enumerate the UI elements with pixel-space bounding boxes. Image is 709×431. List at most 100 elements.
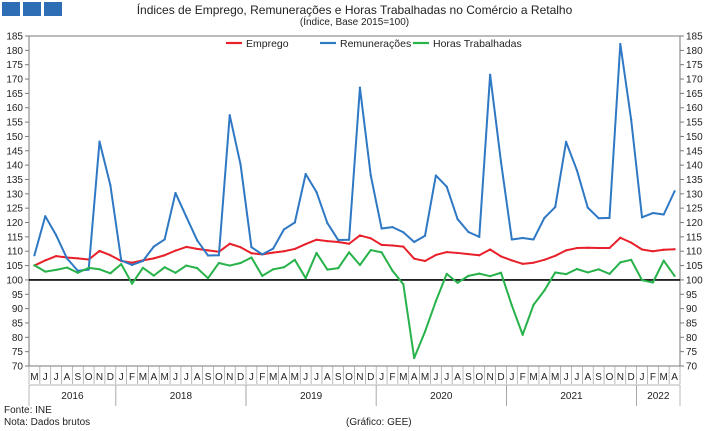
y-tick-label-left: 110 [7, 247, 23, 258]
data-point [423, 330, 427, 333]
y-tick-label-left: 95 [12, 290, 24, 301]
data-point [185, 215, 188, 218]
x-tick-label-month: J [119, 372, 124, 383]
data-point [261, 274, 264, 277]
x-tick-label-month: J [249, 372, 254, 383]
x-tick-label-month: A [64, 372, 71, 383]
data-point [206, 277, 210, 280]
y-tick-label-right: 125 [686, 204, 703, 215]
data-point [478, 272, 481, 275]
data-point [413, 257, 416, 260]
x-tick-label-month: D [367, 372, 374, 383]
y-tick-label-left: 160 [6, 103, 23, 114]
data-point [228, 264, 231, 267]
data-point [499, 271, 503, 274]
data-point [304, 277, 307, 280]
x-tick-label-month: D [237, 372, 244, 383]
x-tick-label-month: J [574, 372, 579, 383]
data-point [206, 254, 210, 257]
data-point [630, 118, 633, 121]
data-point [640, 279, 644, 282]
y-tick-label-left: 170 [6, 75, 23, 86]
data-point [337, 238, 340, 242]
data-point [196, 239, 199, 242]
data-point [391, 226, 394, 229]
data-point [521, 262, 524, 265]
brand-block [23, 2, 41, 16]
data-point [521, 333, 524, 336]
y-tick-label-right: 115 [686, 232, 702, 243]
x-tick-label-month: M [421, 372, 429, 383]
data-point [152, 257, 155, 260]
data-point [478, 254, 481, 257]
y-tick-label-right: 140 [686, 161, 703, 172]
data-point [239, 163, 242, 166]
data-point [228, 114, 231, 117]
data-point [174, 191, 177, 195]
data-point [141, 266, 145, 269]
data-point [662, 248, 665, 251]
y-tick-label-left: 130 [6, 189, 23, 200]
data-point [358, 263, 362, 267]
x-tick-label-month: J [433, 372, 438, 383]
y-tick-label-left: 155 [6, 118, 23, 129]
y-tick-label-right: 110 [686, 247, 702, 258]
x-tick-label-month: N [96, 372, 103, 383]
data-point [564, 140, 568, 143]
data-point [586, 271, 589, 274]
x-tick-label-month: M [399, 372, 407, 383]
data-point [499, 255, 503, 258]
data-point [358, 234, 362, 237]
data-point [434, 300, 437, 303]
data-point [640, 248, 644, 251]
data-point [282, 250, 286, 253]
x-year-label: 2022 [647, 391, 670, 402]
x-tick-label-month: A [411, 372, 418, 383]
y-tick-label-left: 165 [6, 89, 23, 100]
data-point [55, 254, 58, 258]
series-line-2 [33, 249, 676, 359]
data-point [467, 274, 470, 277]
data-point [369, 248, 372, 252]
y-tick-label-right: 80 [686, 333, 698, 344]
data-point [337, 240, 340, 244]
x-tick-label-month: N [617, 372, 624, 383]
x-tick-label-month: J [173, 372, 178, 383]
data-point [619, 42, 622, 46]
data-point [532, 303, 535, 306]
data-point [510, 304, 513, 307]
brand-block [44, 2, 62, 16]
x-tick-label-month: S [205, 372, 212, 383]
y-tick-label-right: 130 [686, 189, 703, 200]
data-point [413, 356, 416, 360]
data-point [597, 217, 600, 220]
y-tick-label-left: 175 [6, 60, 23, 71]
data-point [662, 259, 665, 262]
plot-area-frame [28, 35, 681, 367]
data-point [662, 213, 665, 216]
data-point [228, 242, 231, 245]
x-tick-label-month: D [107, 372, 114, 383]
x-tick-label-month: F [129, 372, 135, 383]
data-point [130, 263, 134, 267]
data-point [196, 267, 199, 270]
data-point [445, 272, 448, 275]
x-tick-label-month: M [139, 372, 147, 383]
y-tick-label-left: 120 [6, 218, 23, 229]
x-tick-label-month: S [335, 372, 342, 383]
data-point [554, 254, 557, 257]
data-point [651, 211, 654, 215]
x-year-label: 2016 [61, 391, 84, 402]
y-tick-label-right: 180 [686, 46, 703, 57]
data-point [44, 270, 47, 273]
data-point [619, 261, 622, 264]
brand-logo-blocks [2, 2, 62, 16]
data-point [456, 251, 459, 255]
data-point [564, 273, 568, 276]
data-point [575, 169, 579, 172]
data-point [120, 259, 123, 262]
data-point [206, 249, 210, 252]
data-point [326, 221, 329, 225]
y-tick-label-right: 105 [686, 261, 703, 272]
data-point [456, 281, 459, 284]
